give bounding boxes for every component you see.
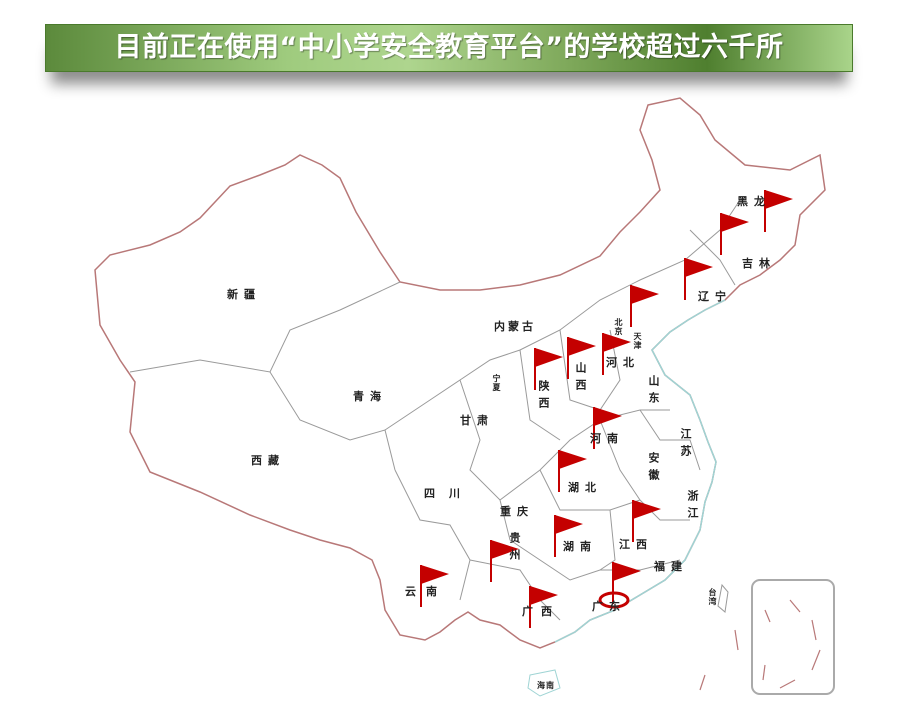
label-neimenggu: 内蒙古	[494, 320, 536, 333]
label-qinghai: 青海	[353, 390, 387, 403]
label-jiangxi: 江西	[619, 538, 653, 551]
red-flag-icon: 江西	[632, 500, 661, 542]
red-flag-icon: 湖南	[554, 515, 583, 557]
hainan-island	[527, 669, 561, 697]
label-hebei: 河北	[606, 356, 640, 369]
label-guangdong: 广东	[592, 600, 626, 613]
red-flag-icon: 贵州	[490, 540, 519, 582]
label-henan: 河南	[590, 432, 624, 445]
label-xinjiang: 新疆	[227, 288, 261, 301]
label-jiangsu: 江苏	[679, 428, 692, 462]
red-flag-icon: 云南	[420, 565, 449, 607]
label-yunnan: 云南	[405, 585, 447, 598]
red-flag-icon: 广西	[529, 586, 558, 628]
title-banner: 目前正在使用“中小学安全教育平台”的学校超过六千所	[45, 24, 853, 72]
page-title: 目前正在使用“中小学安全教育平台”的学校超过六千所	[114, 32, 784, 63]
label-heilongjiang: 黑龙	[737, 195, 771, 208]
location-ring-icon	[598, 591, 630, 609]
red-flag-icon: 河北	[602, 333, 631, 375]
red-flag-icon: 湖北	[558, 450, 587, 492]
label-hunan: 湖南	[563, 540, 597, 553]
red-flag-icon: 广东	[612, 562, 641, 604]
red-flag-icon: 山西	[567, 337, 596, 379]
label-tianjin: 天津	[633, 332, 643, 350]
label-sichuan: 四川	[424, 487, 474, 500]
red-flag-icon: 辽宁	[684, 258, 713, 300]
label-hainan: 海南	[537, 680, 555, 690]
label-jilin: 吉林	[742, 257, 776, 270]
label-ningxia: 宁夏	[492, 374, 502, 392]
label-beijing: 北京	[614, 318, 624, 336]
south-china-sea-inset	[751, 579, 835, 695]
label-hubei: 湖北	[568, 481, 602, 494]
label-fujian: 福建	[654, 560, 688, 573]
label-anhui: 安徽	[647, 452, 660, 486]
red-flag-icon: 河南	[593, 407, 622, 449]
south-china-sea-islands	[699, 599, 821, 691]
label-shandong: 山东	[647, 375, 660, 409]
taiwan-island	[717, 583, 729, 613]
red-flag-icon: 黑龙江	[764, 190, 793, 232]
china-outline	[94, 97, 826, 649]
red-flag-icon: 北京	[630, 285, 659, 327]
province-borders	[129, 199, 741, 621]
red-flag-icon: 陕西	[534, 348, 563, 390]
red-flag-icon: 吉林	[720, 213, 749, 255]
label-guangxi: 广西	[522, 605, 560, 618]
label-chongqing: 重庆	[500, 505, 534, 518]
label-shanxi: 山西	[574, 362, 587, 396]
label-shaanxi: 陕西	[537, 380, 550, 414]
label-taiwan: 台湾	[708, 588, 718, 606]
label-gansu: 甘肃	[460, 414, 494, 427]
label-liaoning: 辽宁	[698, 290, 732, 303]
label-zhejiang: 浙江	[686, 490, 699, 524]
label-xizang: 西藏	[251, 454, 285, 467]
label-guizhou: 贵州	[508, 532, 521, 566]
